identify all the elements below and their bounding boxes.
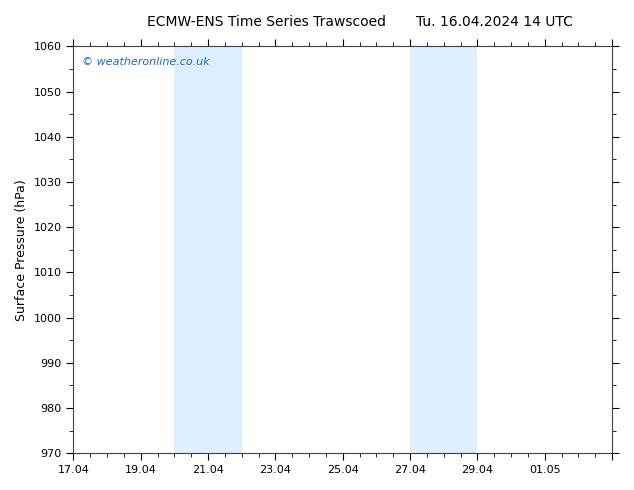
Text: ECMW-ENS Time Series Trawscoed: ECMW-ENS Time Series Trawscoed: [147, 15, 385, 29]
Bar: [174, 47, 242, 453]
Text: Tu. 16.04.2024 14 UTC: Tu. 16.04.2024 14 UTC: [416, 15, 573, 29]
Bar: [410, 47, 477, 453]
Text: © weatheronline.co.uk: © weatheronline.co.uk: [82, 57, 209, 67]
Y-axis label: Surface Pressure (hPa): Surface Pressure (hPa): [15, 179, 28, 320]
